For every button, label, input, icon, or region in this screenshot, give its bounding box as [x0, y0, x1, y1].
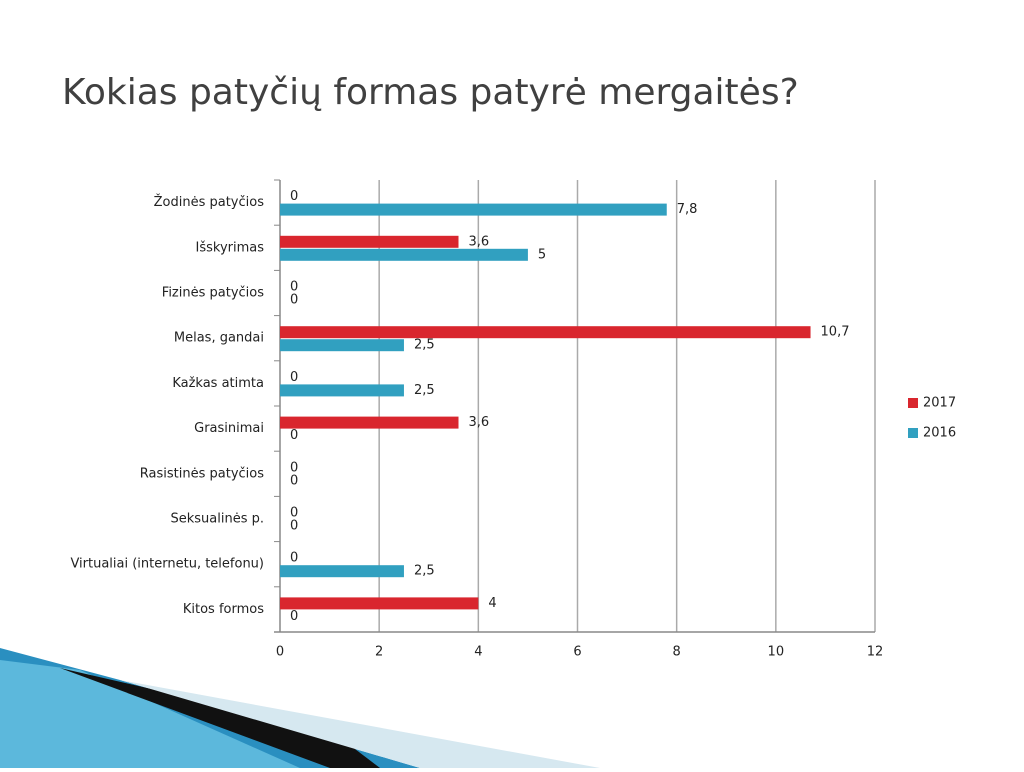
x-tick-label: 8 — [673, 645, 681, 660]
bar — [280, 235, 459, 248]
chart-title: Kokias patyčių formas patyrė mergaitės? — [62, 72, 799, 113]
legend-swatch — [908, 428, 918, 438]
x-tick-label: 2 — [375, 645, 383, 660]
data-label: 3,6 — [469, 234, 490, 249]
data-label: 0 — [290, 370, 298, 385]
y-tick-label: Melas, gandai — [174, 331, 264, 346]
data-label: 0 — [290, 519, 298, 534]
data-label: 0 — [290, 293, 298, 308]
x-tick-label: 6 — [573, 645, 581, 660]
legend-label: 2016 — [923, 426, 956, 441]
x-tick-label: 0 — [276, 645, 284, 660]
y-tick-label: Žodinės patyčios — [154, 194, 265, 210]
data-label: 10,7 — [821, 325, 850, 340]
y-tick-label: Rasistinės patyčios — [140, 466, 264, 481]
data-label: 3,6 — [469, 415, 490, 430]
data-label: 0 — [290, 428, 298, 443]
decoration — [60, 668, 380, 768]
bar — [280, 248, 528, 261]
bar — [280, 339, 404, 352]
y-tick-label: Kažkas atimta — [172, 376, 264, 391]
legend-label: 2017 — [923, 396, 956, 411]
legend-swatch — [908, 398, 918, 408]
data-label: 0 — [290, 609, 298, 624]
y-tick-label: Kitos formos — [183, 602, 264, 617]
data-label: 0 — [290, 280, 298, 295]
data-label: 7,8 — [677, 202, 698, 217]
data-label: 4 — [488, 596, 496, 611]
decoration — [0, 660, 300, 768]
data-label: 0 — [290, 460, 298, 475]
decoration — [120, 680, 600, 768]
bar — [280, 416, 459, 429]
y-tick-label: Seksualinės p. — [170, 512, 264, 527]
y-tick-label: Grasinimai — [194, 421, 264, 436]
bar — [280, 384, 404, 397]
data-label: 0 — [290, 189, 298, 204]
data-label: 0 — [290, 473, 298, 488]
y-tick-label: Virtualiai (internetu, telefonu) — [70, 557, 264, 572]
x-tick-label: 12 — [867, 645, 884, 660]
data-label: 2,5 — [414, 564, 435, 579]
y-tick-label: Išskyrimas — [196, 240, 265, 255]
bar — [280, 597, 479, 610]
data-label: 5 — [538, 247, 546, 262]
x-tick-label: 4 — [474, 645, 482, 660]
bar — [280, 326, 811, 339]
data-label: 2,5 — [414, 383, 435, 398]
y-tick-label: Fizinės patyčios — [162, 286, 264, 301]
data-label: 2,5 — [414, 338, 435, 353]
data-label: 0 — [290, 506, 298, 521]
data-label: 0 — [290, 551, 298, 566]
bar — [280, 565, 404, 578]
x-tick-label: 10 — [768, 645, 785, 660]
bar — [280, 203, 667, 216]
